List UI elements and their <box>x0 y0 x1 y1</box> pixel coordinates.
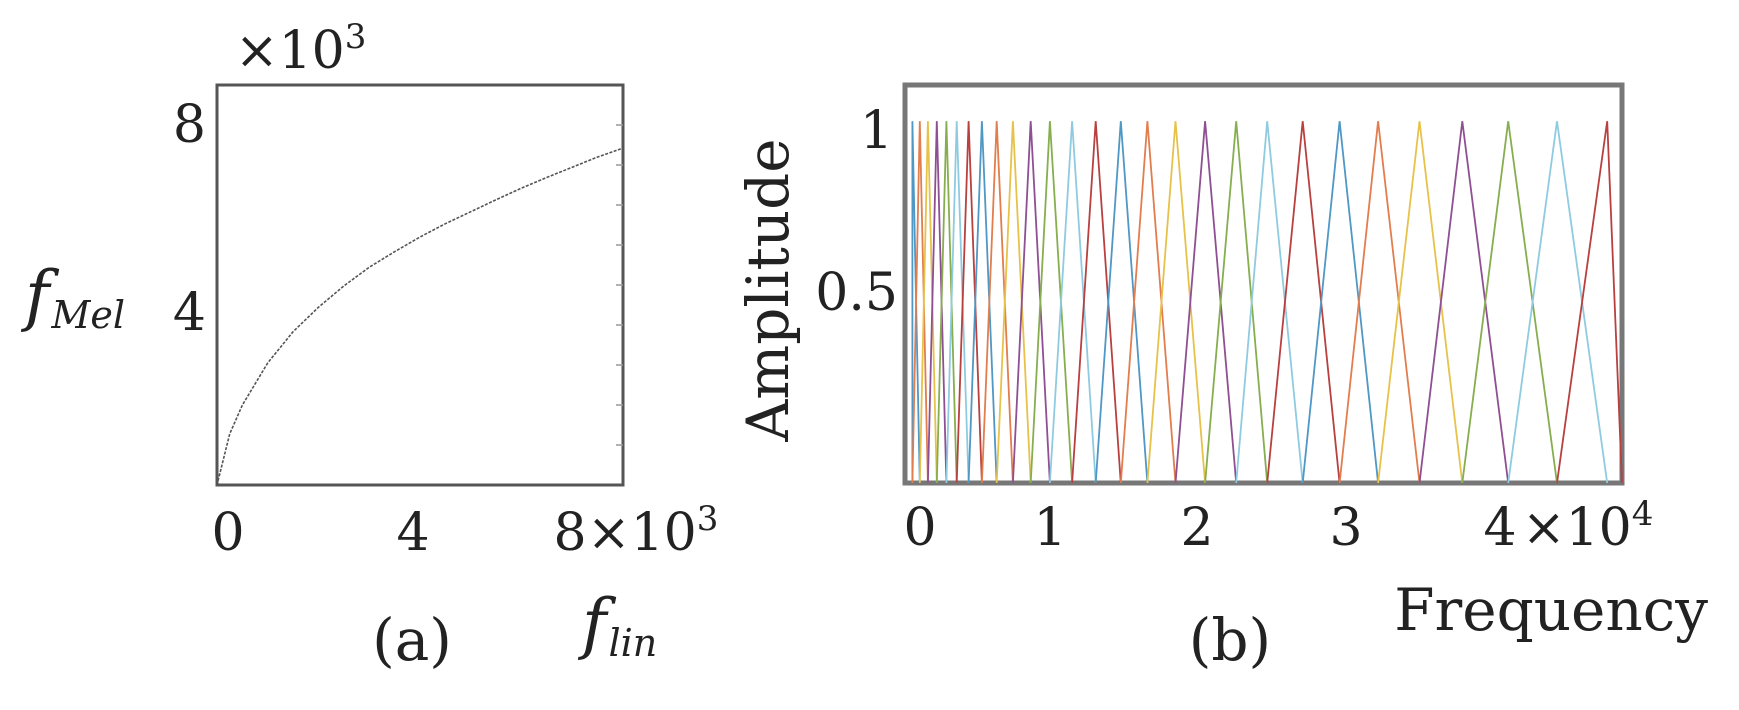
chart-b-filter-25 <box>1461 121 1558 484</box>
chart-b-filter-20 <box>1266 121 1341 484</box>
chart-a-x-tick-8: 8 <box>553 503 586 563</box>
chart-b-filter-8 <box>981 121 1014 484</box>
chart-a-x-axis-label: flin <box>577 585 657 665</box>
chart-b-filter-17 <box>1174 121 1238 484</box>
chart-a-x-tick-0: 0 <box>211 503 244 563</box>
chart-a-y-tick-4: 4 <box>173 283 206 343</box>
chart-a-y-multiplier: ×103 <box>235 17 366 81</box>
chart-b-x-multiplier: ×104 <box>1522 494 1653 558</box>
chart-b-filter-16 <box>1146 121 1206 484</box>
chart-b-filter-4 <box>935 121 958 484</box>
chart-a-x-tick-4: 4 <box>396 503 429 563</box>
chart-b-y-axis-label: Amplitude <box>734 138 802 442</box>
chart-a-mel-curve <box>216 147 624 486</box>
chart-b-x-tick-3: 3 <box>1329 498 1362 558</box>
chart-b-filter-15 <box>1119 121 1177 484</box>
chart-b-y-tick-0-5: 0.5 <box>815 263 898 323</box>
chart-b-filter-7 <box>967 121 998 484</box>
chart-b-plot-frame <box>902 82 1625 486</box>
chart-a-panel-label: (a) <box>372 606 452 674</box>
chart-b-x-tick-4: 4 <box>1483 498 1516 558</box>
chart-b-x-tick-0: 0 <box>903 498 936 558</box>
chart-b-filter-23 <box>1377 121 1464 484</box>
chart-a: ×103 8 4 0 4 8 ×103 fMel flin (a) <box>20 17 718 674</box>
chart-b-filter-6 <box>955 121 983 484</box>
chart-b-filter-21 <box>1301 121 1379 484</box>
chart-b-filter-3 <box>927 121 948 484</box>
chart-b: 1 0.5 0 1 2 3 4 ×104 Amplitude Frequency… <box>734 82 1708 674</box>
chart-b-filter-9 <box>995 121 1032 484</box>
chart-b-filter-18 <box>1204 121 1269 484</box>
chart-b-x-tick-1: 1 <box>1033 498 1066 558</box>
chart-b-filter-24 <box>1418 121 1510 484</box>
chart-b-filter-0 <box>911 121 921 484</box>
chart-b-filter-22 <box>1338 121 1421 484</box>
chart-a-y-tick-8: 8 <box>173 95 206 155</box>
chart-a-y-axis-label: fMel <box>20 257 125 337</box>
chart-b-y-tick-1: 1 <box>860 101 893 161</box>
chart-b-filter-5 <box>945 121 970 484</box>
chart-b-filter-2 <box>918 121 938 484</box>
chart-b-filter-11 <box>1029 121 1073 484</box>
chart-b-filter-14 <box>1094 121 1149 484</box>
chart-b-filter-26 <box>1507 121 1609 484</box>
chart-b-x-axis-label: Frequency <box>1394 576 1708 644</box>
chart-a-minor-ticks <box>616 124 623 446</box>
chart-b-filter-10 <box>1012 121 1051 484</box>
chart-a-x-multiplier: ×103 <box>587 499 718 563</box>
chart-b-filterbank <box>911 121 1623 484</box>
chart-a-plot-frame <box>215 83 625 487</box>
chart-b-x-tick-2: 2 <box>1180 498 1213 558</box>
chart-b-filter-12 <box>1049 121 1097 484</box>
chart-b-filter-1 <box>911 121 929 484</box>
chart-b-filter-13 <box>1071 121 1122 484</box>
chart-b-panel-label: (b) <box>1189 606 1271 674</box>
chart-b-filter-27 <box>1556 121 1623 484</box>
chart-b-filter-19 <box>1235 121 1304 484</box>
